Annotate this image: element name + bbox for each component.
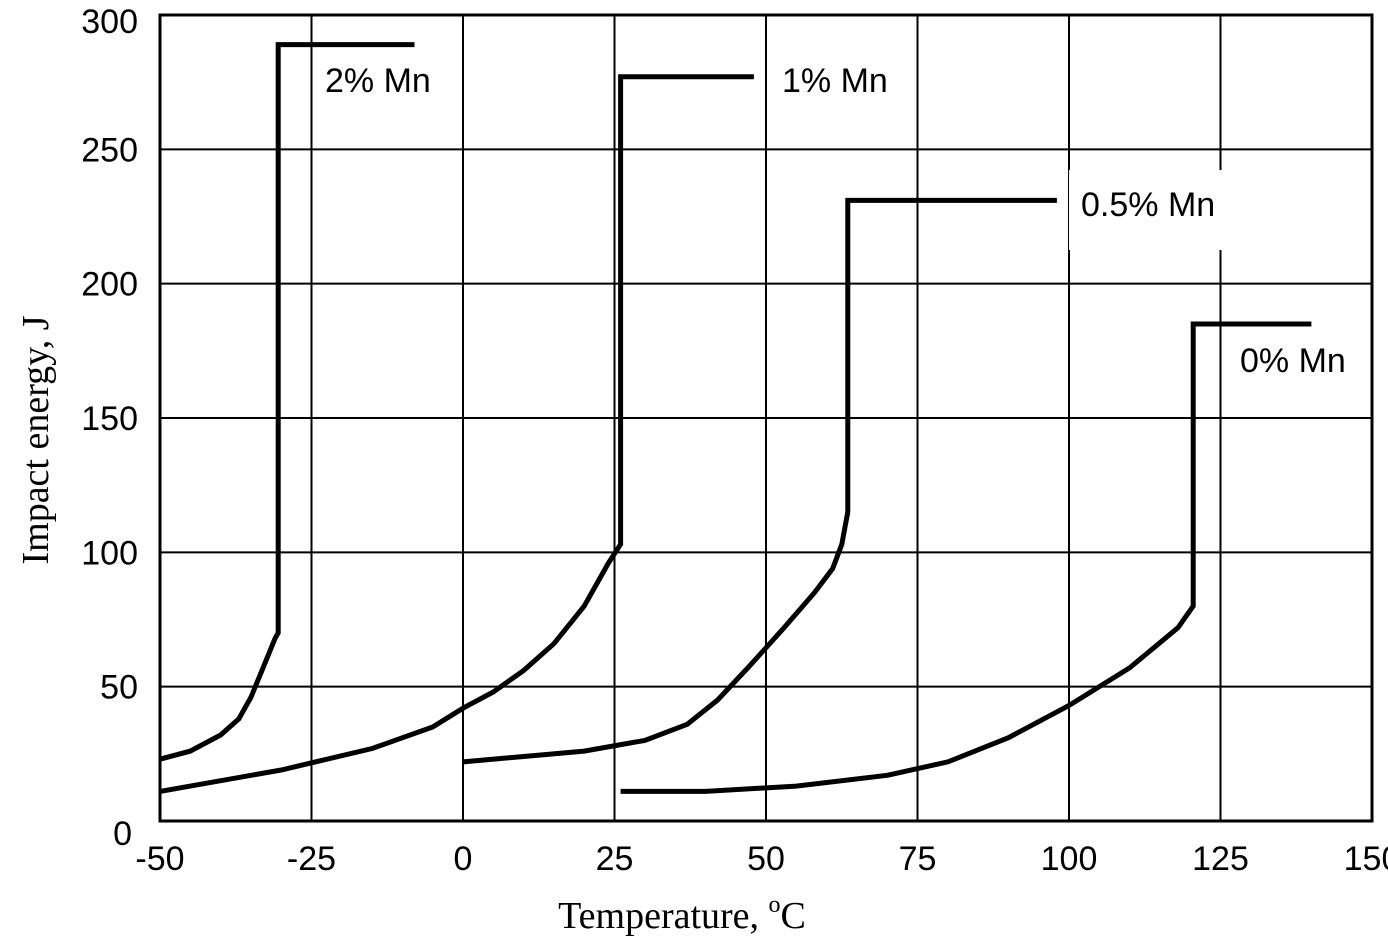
plot-frame (158, 13, 1374, 823)
x-tick-label: 75 (899, 840, 937, 878)
x-tick-label: -50 (135, 840, 184, 878)
series-labels: 2% Mn 1% Mn 0.5% Mn 0% Mn (325, 62, 1346, 380)
y-axis-title: Impact energy, J (15, 315, 57, 564)
series-group (159, 42, 1312, 794)
x-axis-title: Temperature, oC (558, 892, 806, 937)
x-tick-label: 150 (1344, 840, 1388, 878)
series-label-background (1069, 170, 1243, 250)
series-line-0-mn (620, 321, 1312, 794)
x-tick-labels: -50 -25 0 25 50 75 100 125 150 (135, 840, 1388, 878)
x-tick-label: 25 (596, 840, 634, 878)
x-tick-label: -25 (287, 840, 336, 878)
series-line-0-5-mn (462, 197, 1057, 765)
x-tick-label: 100 (1041, 840, 1098, 878)
y-tick-label: 150 (81, 400, 138, 438)
series-label: 1% Mn (782, 62, 888, 100)
y-tick-labels: 0 50 100 150 200 250 300 (81, 3, 138, 853)
y-tick-label: 100 (81, 534, 138, 572)
series-line-2-mn (159, 42, 415, 762)
y-tick-label: 50 (100, 669, 138, 707)
x-tick-label: 0 (454, 840, 473, 878)
series-label: 2% Mn (325, 62, 431, 100)
series-label: 0% Mn (1240, 342, 1346, 380)
y-tick-label: 300 (81, 3, 138, 41)
x-axis-title-unit: C (781, 895, 806, 937)
x-tick-label: 125 (1192, 840, 1249, 878)
x-axis-title-superscript: o (769, 892, 781, 918)
series-line-1-mn (159, 74, 754, 794)
grid (160, 15, 1372, 821)
y-tick-label: 0 (113, 815, 132, 853)
series-label: 0.5% Mn (1081, 186, 1215, 224)
y-tick-label: 250 (81, 131, 138, 169)
y-tick-label: 200 (81, 266, 138, 304)
x-axis-title-text: Temperature, (558, 895, 768, 937)
x-tick-label: 50 (747, 840, 785, 878)
